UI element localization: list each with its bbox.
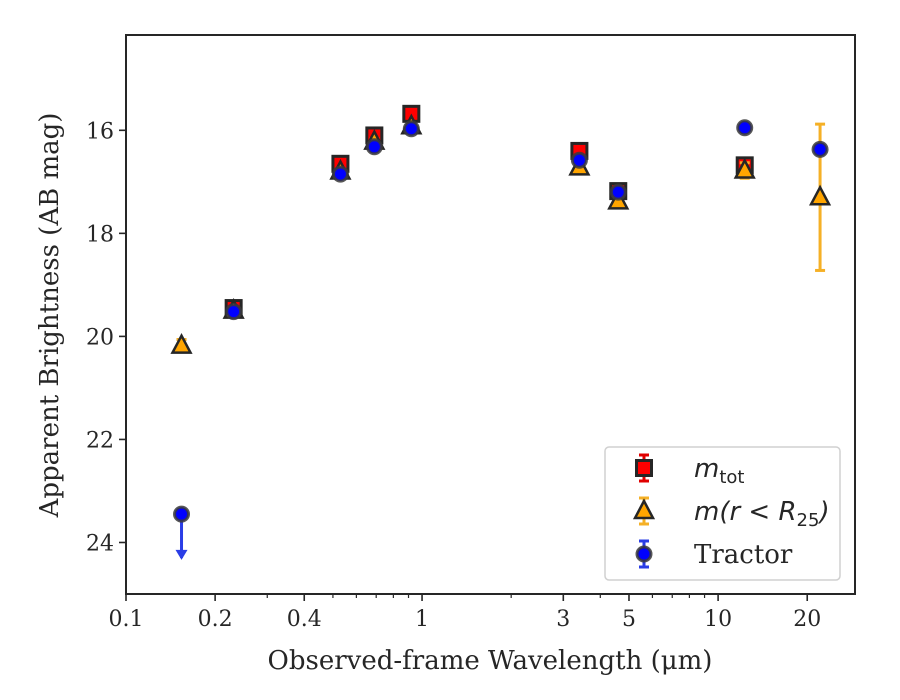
x-tick-label: 0.4	[287, 607, 322, 632]
y-tick-label: 18	[86, 222, 114, 247]
data-point-circle	[331, 165, 349, 183]
x-axis-label: Observed-frame Wavelength (μm)	[268, 646, 713, 676]
x-tick-label: 5	[622, 607, 636, 632]
y-tick-label: 16	[86, 119, 114, 144]
x-tick-label: 20	[793, 607, 821, 632]
y-tick-label: 20	[86, 325, 114, 350]
data-point-triangle	[170, 332, 193, 354]
series-1	[170, 113, 832, 354]
data-point-circle	[225, 303, 243, 321]
data-point-circle	[402, 120, 420, 138]
legend-box	[604, 446, 841, 581]
x-tick-label: 10	[704, 607, 732, 632]
legend-entry: m(r < R25)	[632, 496, 830, 531]
legend: mtot m(r < R25) Tractor	[604, 446, 841, 581]
data-point-triangle	[808, 184, 832, 206]
data-markers	[170, 104, 832, 560]
data-point-circle	[173, 505, 191, 523]
y-axis-label: Apparent Brightness (AB mag)	[35, 113, 65, 519]
data-point-circle	[609, 183, 627, 201]
x-tick-label: 1	[415, 607, 429, 632]
legend-label: mtot	[694, 454, 744, 488]
plot-area-frame	[125, 34, 856, 595]
y-tick-label: 22	[86, 428, 114, 453]
x-tick-label: 0.2	[198, 607, 233, 632]
legend-marker-circle	[635, 545, 653, 563]
x-tick-label: 0.1	[109, 607, 144, 632]
series-0	[224, 104, 754, 318]
legend-marker-square	[635, 459, 653, 477]
data-point-circle	[811, 140, 829, 158]
x-tick-label: 3	[556, 607, 570, 632]
legend-label: Tractor	[694, 540, 793, 570]
legend-entry: Tractor	[635, 539, 793, 570]
upper-limit-arrowhead	[175, 549, 188, 560]
y-tick-label: 24	[86, 531, 114, 556]
series-2	[173, 119, 829, 560]
x-tick-group: 0.1 0.2 0.4 1 3 5 10 20	[109, 594, 821, 632]
data-point-circle	[570, 151, 588, 169]
data-point-circle	[365, 138, 383, 156]
data-point-triangle	[733, 157, 756, 179]
data-point-circle	[736, 119, 754, 137]
legend-marker-triangle	[632, 498, 656, 520]
y-tick-group: 16 18 20 22 24	[86, 119, 126, 556]
legend-entry: mtot	[635, 453, 744, 488]
legend-label: m(r < R25)	[694, 497, 830, 531]
